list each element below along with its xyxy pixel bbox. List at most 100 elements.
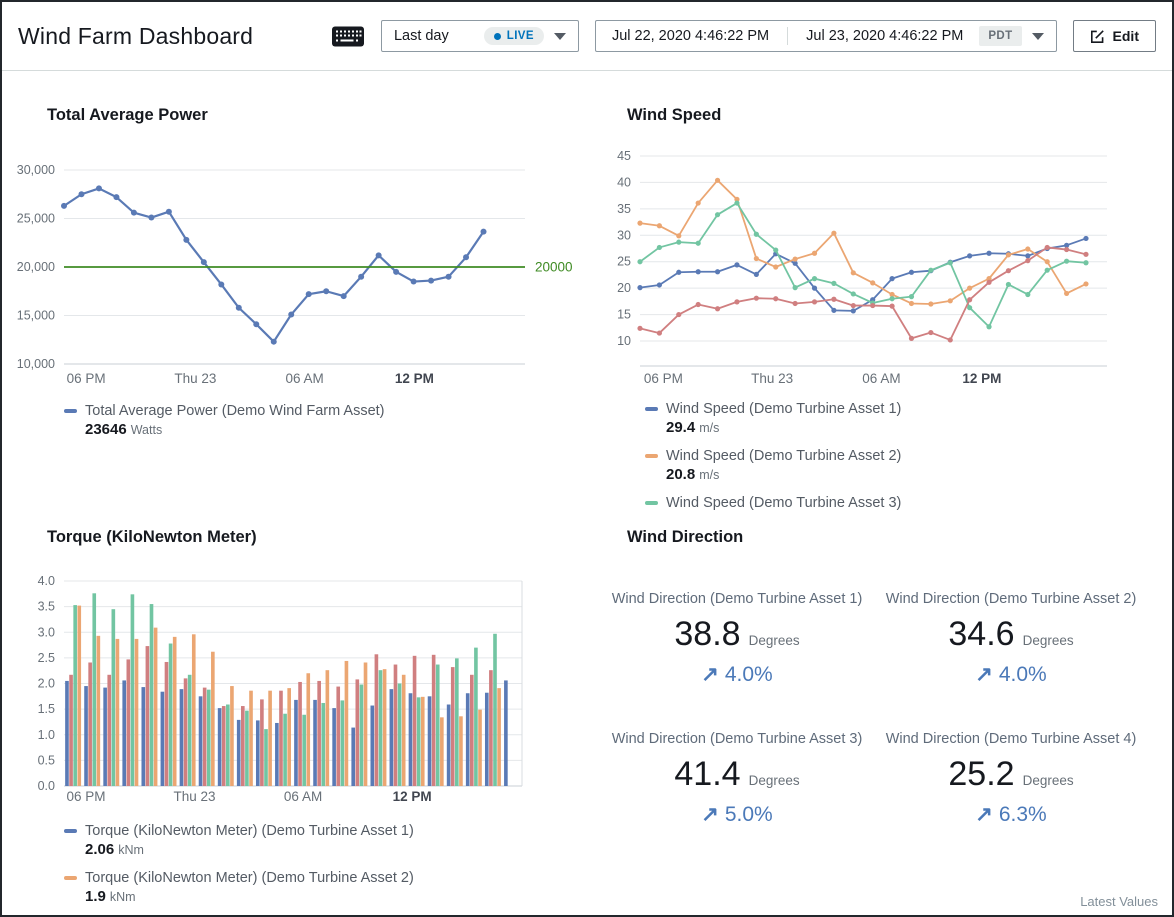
svg-text:25,000: 25,000 (17, 212, 55, 226)
svg-text:3.5: 3.5 (38, 600, 55, 614)
series-color-dash (645, 501, 658, 505)
edit-icon (1090, 29, 1104, 43)
panel-wind-speed: Wind Speed 10 15 20 25 30 35 40 45 06 PM Thu 23 06… (590, 73, 1172, 511)
svg-text:30: 30 (617, 228, 631, 242)
svg-text:Thu 23: Thu 23 (751, 371, 793, 386)
kpi-value: 25.2 (948, 754, 1015, 793)
time-range-select[interactable]: Last day LIVE (380, 20, 579, 52)
panel-title: Wind Speed (627, 106, 722, 124)
header-controls: Last day LIVE Jul 22, 2020 4:46:22 PM Ju… (331, 20, 1156, 52)
svg-text:Thu 23: Thu 23 (174, 789, 216, 804)
chevron-down-icon (553, 32, 566, 40)
dashboard-grid: Total Average Power 10,000 15,000 20,000 25… (2, 73, 1172, 915)
kpi-label: Wind Direction (Demo Turbine Asset 3) (611, 730, 863, 747)
legend-label: Wind Speed (Demo Turbine Asset 1) (666, 401, 902, 417)
legend-unit: m/s (699, 468, 720, 482)
chart-legend: Wind Speed (Demo Turbine Asset 1) 29.4 m/s… (645, 401, 901, 511)
series-color-dash (64, 409, 77, 413)
kpi-trend: ↗ 5.0% (606, 802, 868, 827)
legend-unit: m/s (699, 421, 720, 435)
svg-text:10,000: 10,000 (17, 357, 55, 371)
chart-legend: Torque (KiloNewton Meter) (Demo Turbine … (64, 823, 414, 915)
svg-text:3.0: 3.0 (38, 625, 55, 639)
svg-text:0.0: 0.0 (38, 779, 55, 793)
kpi-unit: Degrees (1022, 772, 1074, 788)
svg-text:12 PM: 12 PM (962, 371, 1001, 386)
panel-torque: Torque (KiloNewton Meter) 0.0 0.5 1.0 1.5 2.… (2, 511, 590, 915)
legend-item: Total Average Power (Demo Wind Farm Asse… (64, 403, 385, 439)
date-end: Jul 23, 2020 4:46:22 PM (806, 28, 964, 44)
legend-label: Wind Speed (Demo Turbine Asset 2) (666, 448, 902, 464)
legend-label: Torque (KiloNewton Meter) (Demo Turbine … (85, 823, 414, 839)
legend-unit: Watts (130, 423, 163, 437)
svg-text:20,000: 20,000 (17, 260, 55, 274)
live-label: LIVE (506, 30, 534, 42)
svg-text:25: 25 (617, 255, 631, 269)
legend-unit: kNm (109, 890, 136, 904)
svg-text:15: 15 (617, 308, 631, 322)
legend-item: Wind Speed (Demo Turbine Asset 2) 20.8 m/s (645, 448, 901, 484)
legend-value: 2.06 (85, 841, 115, 858)
edit-button-label: Edit (1112, 28, 1139, 44)
panel-title: Torque (KiloNewton Meter) (47, 528, 257, 546)
date-range-picker[interactable]: Jul 22, 2020 4:46:22 PM Jul 23, 2020 4:4… (594, 20, 1057, 52)
svg-text:40: 40 (617, 175, 631, 189)
svg-text:20: 20 (617, 281, 631, 295)
svg-text:1.0: 1.0 (38, 728, 55, 742)
panel-total-average-power: Total Average Power 10,000 15,000 20,000 25… (2, 73, 590, 511)
legend-value: 23646 (85, 421, 127, 438)
timezone-badge: PDT (979, 26, 1022, 46)
legend-item: Torque (KiloNewton Meter) (Demo Turbine … (64, 823, 414, 859)
svg-text:2.5: 2.5 (38, 651, 55, 665)
trend-up-icon: ↗ (701, 662, 719, 686)
kpi-label: Wind Direction (Demo Turbine Asset 4) (885, 730, 1137, 747)
svg-text:1.5: 1.5 (38, 702, 55, 716)
svg-text:06 PM: 06 PM (66, 789, 105, 804)
trend-value: 6.3% (998, 802, 1047, 826)
kpi-unit: Degrees (1022, 632, 1074, 648)
chevron-down-icon (1031, 32, 1044, 40)
latest-values-label: Latest Values (1080, 894, 1158, 909)
date-separator (787, 27, 789, 45)
svg-text:Thu 23: Thu 23 (174, 371, 216, 386)
legend-item: Wind Speed (Demo Turbine Asset 3) (645, 495, 901, 511)
svg-text:4.0: 4.0 (38, 574, 55, 588)
chart-legend: Total Average Power (Demo Wind Farm Asse… (64, 403, 385, 450)
legend-item: Wind Speed (Demo Turbine Asset 1) 29.4 m/s (645, 401, 901, 437)
svg-text:10: 10 (617, 334, 631, 348)
svg-text:06 AM: 06 AM (284, 789, 322, 804)
time-range-value: Last day (393, 28, 449, 44)
kpi-card: Wind Direction (Demo Turbine Asset 3) 41.… (606, 729, 868, 827)
svg-text:06 AM: 06 AM (862, 371, 900, 386)
torque-bar-chart[interactable]: 0.0 0.5 1.0 1.5 2.0 2.5 3.0 3.5 4.0 06 PM Thu 23 06… (2, 564, 590, 816)
series-color-dash (645, 407, 658, 411)
kpi-grid: Wind Direction (Demo Turbine Asset 1) 38.… (600, 589, 1148, 827)
legend-value: 20.8 (666, 466, 696, 483)
keyboard-icon (331, 26, 364, 46)
kpi-trend: ↗ 6.3% (880, 802, 1142, 827)
panel-title: Total Average Power (47, 106, 208, 124)
kpi-card: Wind Direction (Demo Turbine Asset 1) 38.… (606, 589, 868, 687)
keyboard-shortcuts-button[interactable] (331, 24, 365, 49)
kpi-card: Wind Direction (Demo Turbine Asset 2) 34.… (880, 589, 1142, 687)
svg-text:12 PM: 12 PM (393, 789, 432, 804)
kpi-unit: Degrees (748, 772, 800, 788)
kpi-value: 34.6 (948, 614, 1015, 653)
kpi-trend: ↗ 4.0% (606, 662, 868, 687)
svg-text:2.0: 2.0 (38, 677, 55, 691)
legend-label: Torque (KiloNewton Meter) (Demo Turbine … (85, 870, 414, 886)
total-average-power-line-chart[interactable]: 10,000 15,000 20,000 25,000 30,000 06 PM Thu 2… (2, 161, 590, 396)
svg-text:0.5: 0.5 (38, 753, 55, 767)
series-color-dash (64, 876, 77, 880)
edit-button[interactable]: Edit (1072, 20, 1156, 52)
panel-wind-direction: Wind Direction Wind Direction (Demo Turb… (590, 511, 1172, 915)
wind-speed-line-chart[interactable]: 10 15 20 25 30 35 40 45 06 PM Thu 23 06 AM 12 PM (590, 146, 1172, 394)
page-title: Wind Farm Dashboard (18, 22, 254, 49)
live-dot-icon (493, 32, 501, 40)
svg-text:12 PM: 12 PM (395, 371, 434, 386)
series-color-dash (645, 454, 658, 458)
trend-value: 4.0% (724, 662, 773, 686)
live-badge: LIVE (483, 27, 544, 45)
legend-value: 1.9 (85, 888, 106, 905)
